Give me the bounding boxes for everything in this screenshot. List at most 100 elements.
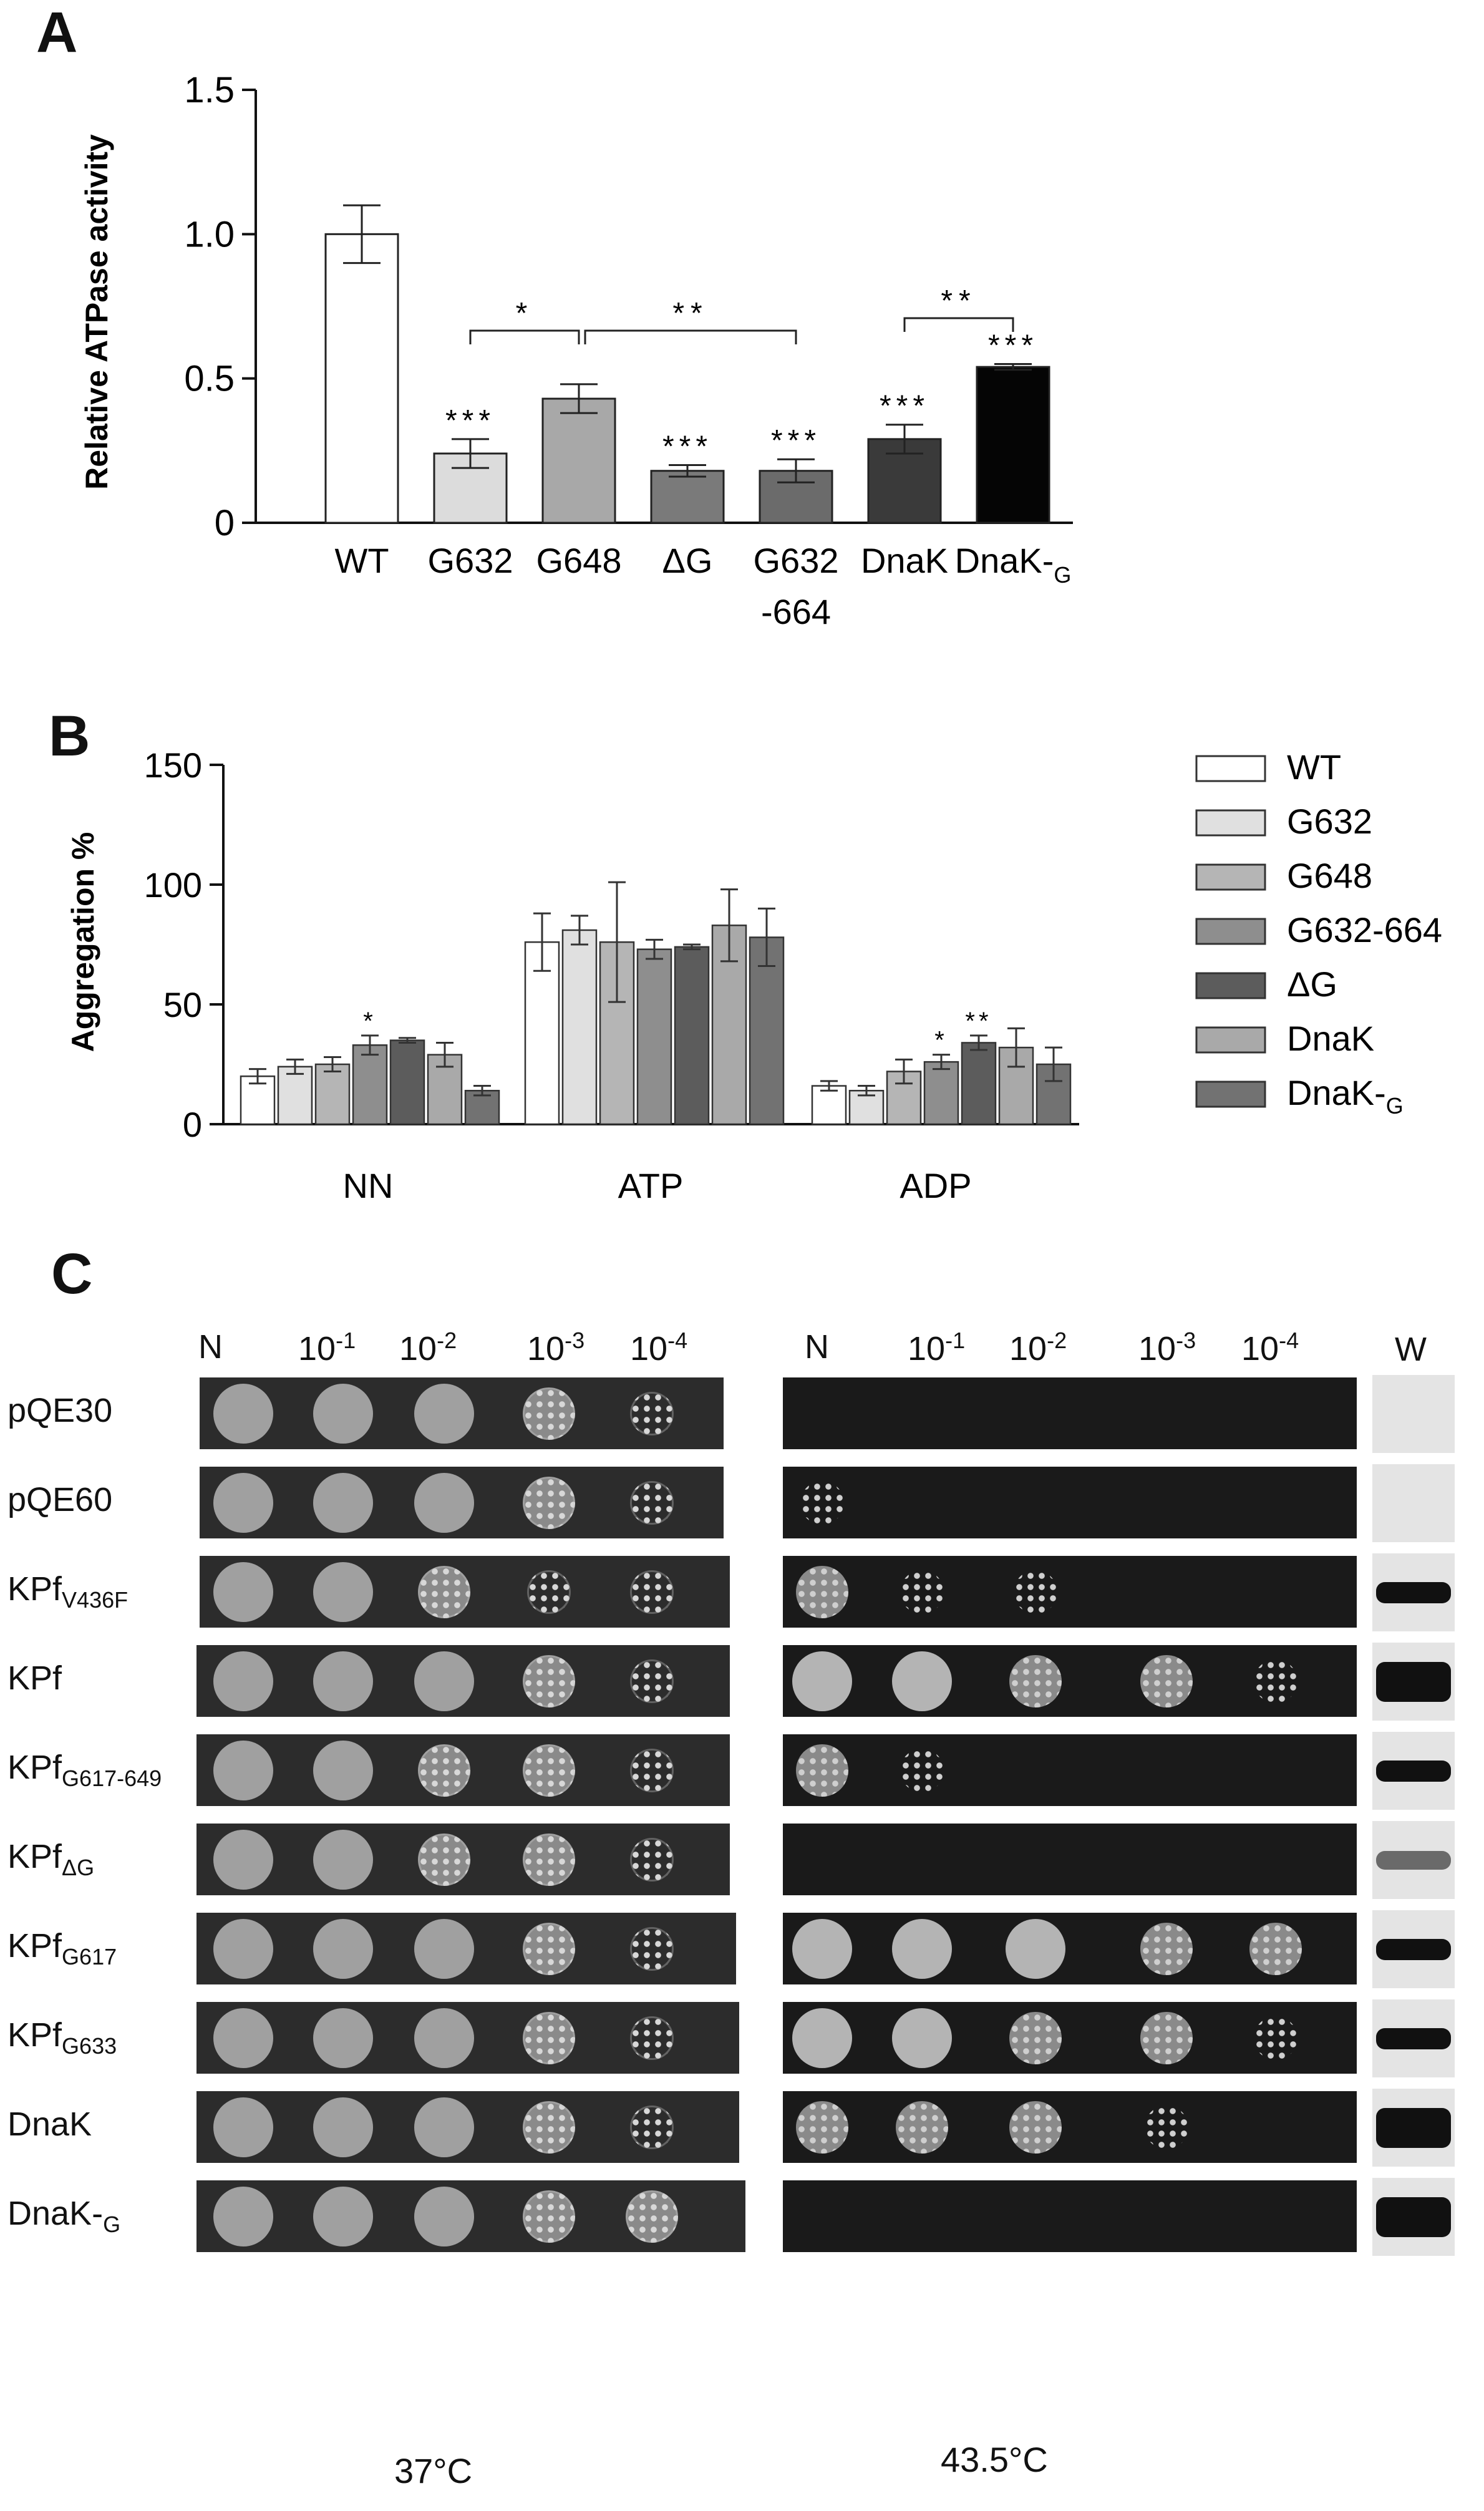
colony-spot (1145, 2105, 1188, 2149)
colony-spot (1009, 2101, 1062, 2154)
colony-spot (414, 1472, 474, 1533)
colony-spot (523, 1922, 575, 1975)
colony-spot (626, 2190, 678, 2243)
colony-spot (792, 1651, 852, 1711)
western-blot-band (1376, 1850, 1451, 1870)
western-blot-band (1376, 1661, 1451, 1702)
western-blot-band (1376, 1581, 1451, 1603)
colony-spot (418, 1833, 470, 1886)
colony-spot (796, 1744, 848, 1797)
legend-swatch (1195, 1026, 1266, 1054)
western-blot-image (1372, 1910, 1455, 1988)
legend-label: ΔG (1287, 964, 1337, 1004)
colony-spot (313, 2186, 373, 2246)
colony-spot (1254, 1659, 1297, 1703)
colony-spot (418, 1565, 470, 1618)
strain-label: KPfG617 (7, 1927, 117, 1969)
dilution-label-37c: 10-1 (298, 1328, 356, 1367)
colony-spot (796, 1565, 848, 1618)
bar (636, 948, 672, 1125)
legend-label: G632 (1287, 802, 1372, 841)
y-tick-label: 100 (144, 865, 202, 905)
colony-spot (1254, 2016, 1297, 2060)
y-tick-label: 1.0 (184, 214, 235, 255)
bar (674, 946, 710, 1125)
significance-bracket (469, 329, 580, 344)
colony-spot (1009, 2011, 1062, 2064)
panel-label-b: B (49, 704, 90, 768)
bar (389, 1039, 425, 1125)
significance-marker: *** (662, 430, 712, 463)
colony-spot (213, 2186, 273, 2246)
significance-marker: * (363, 1008, 377, 1035)
plate-43c (783, 1467, 1357, 1538)
panel-label-a: A (36, 1, 78, 64)
dilution-label-43c: 10-1 (908, 1328, 966, 1367)
colony-spot (213, 1561, 273, 1622)
colony-spot (523, 1654, 575, 1707)
colony-spot (527, 1570, 571, 1614)
western-blot-image (1372, 1464, 1455, 1542)
western-blot-image (1372, 1375, 1455, 1453)
bar (324, 233, 399, 524)
plate-43c (783, 1734, 1357, 1806)
colony-spot (313, 1561, 373, 1622)
x-tick-label-line2: -664 (761, 592, 831, 631)
significance-marker: * (934, 1027, 948, 1054)
legend-label: DnaK (1287, 1019, 1374, 1058)
colony-spot (414, 1918, 474, 1979)
strain-label: DnaK-G (7, 2195, 121, 2237)
bar (352, 1044, 388, 1125)
colony-spot (900, 1570, 944, 1614)
western-blot-image (1372, 1999, 1455, 2077)
y-tick-label: 0.5 (184, 359, 235, 399)
legend-label: DnaK-G (1287, 1073, 1404, 1119)
panel-label-c: C (51, 1242, 93, 1306)
colony-spot (630, 1837, 674, 1882)
dilution-label-37c: 10-2 (399, 1328, 457, 1367)
colony-spot (213, 2097, 273, 2157)
plate-43c (783, 2180, 1357, 2252)
colony-spot (313, 2008, 373, 2068)
bracket-label: ** (941, 284, 976, 318)
legend-swatch (1195, 972, 1266, 999)
colony-spot (213, 2008, 273, 2068)
strain-label: KPfV436F (7, 1570, 129, 1613)
western-blot-band (1376, 2028, 1451, 2049)
colony-spot (523, 1387, 575, 1440)
western-blot-label: W (1395, 1331, 1427, 1368)
significance-marker: *** (445, 404, 495, 437)
y-axis-label: Relative ATPase activity (79, 134, 114, 490)
bracket-label: * (516, 297, 534, 330)
colony-spot (1140, 1654, 1193, 1707)
x-tick-label: G648 (536, 541, 622, 580)
bar (811, 1085, 847, 1125)
colony-spot (630, 1480, 674, 1525)
colony-spot (630, 2105, 674, 2149)
dilution-label-37c: N (198, 1328, 223, 1366)
colony-spot (523, 1476, 575, 1529)
strain-label: pQE30 (7, 1392, 113, 1429)
colony-spot (630, 1659, 674, 1703)
strain-label: KPfG617-649 (7, 1749, 162, 1791)
colony-spot (414, 2097, 474, 2157)
x-tick-label: ATP (618, 1166, 684, 1205)
colony-spot (213, 1829, 273, 1890)
plate-43c (783, 2091, 1357, 2163)
colony-spot (313, 1472, 373, 1533)
colony-spot (313, 1651, 373, 1711)
western-blot-band (1376, 2107, 1451, 2148)
y-tick-label: 150 (144, 746, 202, 785)
colony-spot (523, 2011, 575, 2064)
colony-spot (1140, 2011, 1193, 2064)
significance-bracket (584, 329, 797, 344)
western-blot-image (1372, 2178, 1455, 2256)
western-blot-band (1376, 1938, 1451, 1960)
legend-swatch (1195, 918, 1266, 945)
western-blot-image (1372, 1643, 1455, 1721)
x-tick-label: G632 (754, 541, 839, 580)
x-tick-label: ΔG (662, 541, 713, 580)
strain-label: KPf (7, 1659, 62, 1697)
